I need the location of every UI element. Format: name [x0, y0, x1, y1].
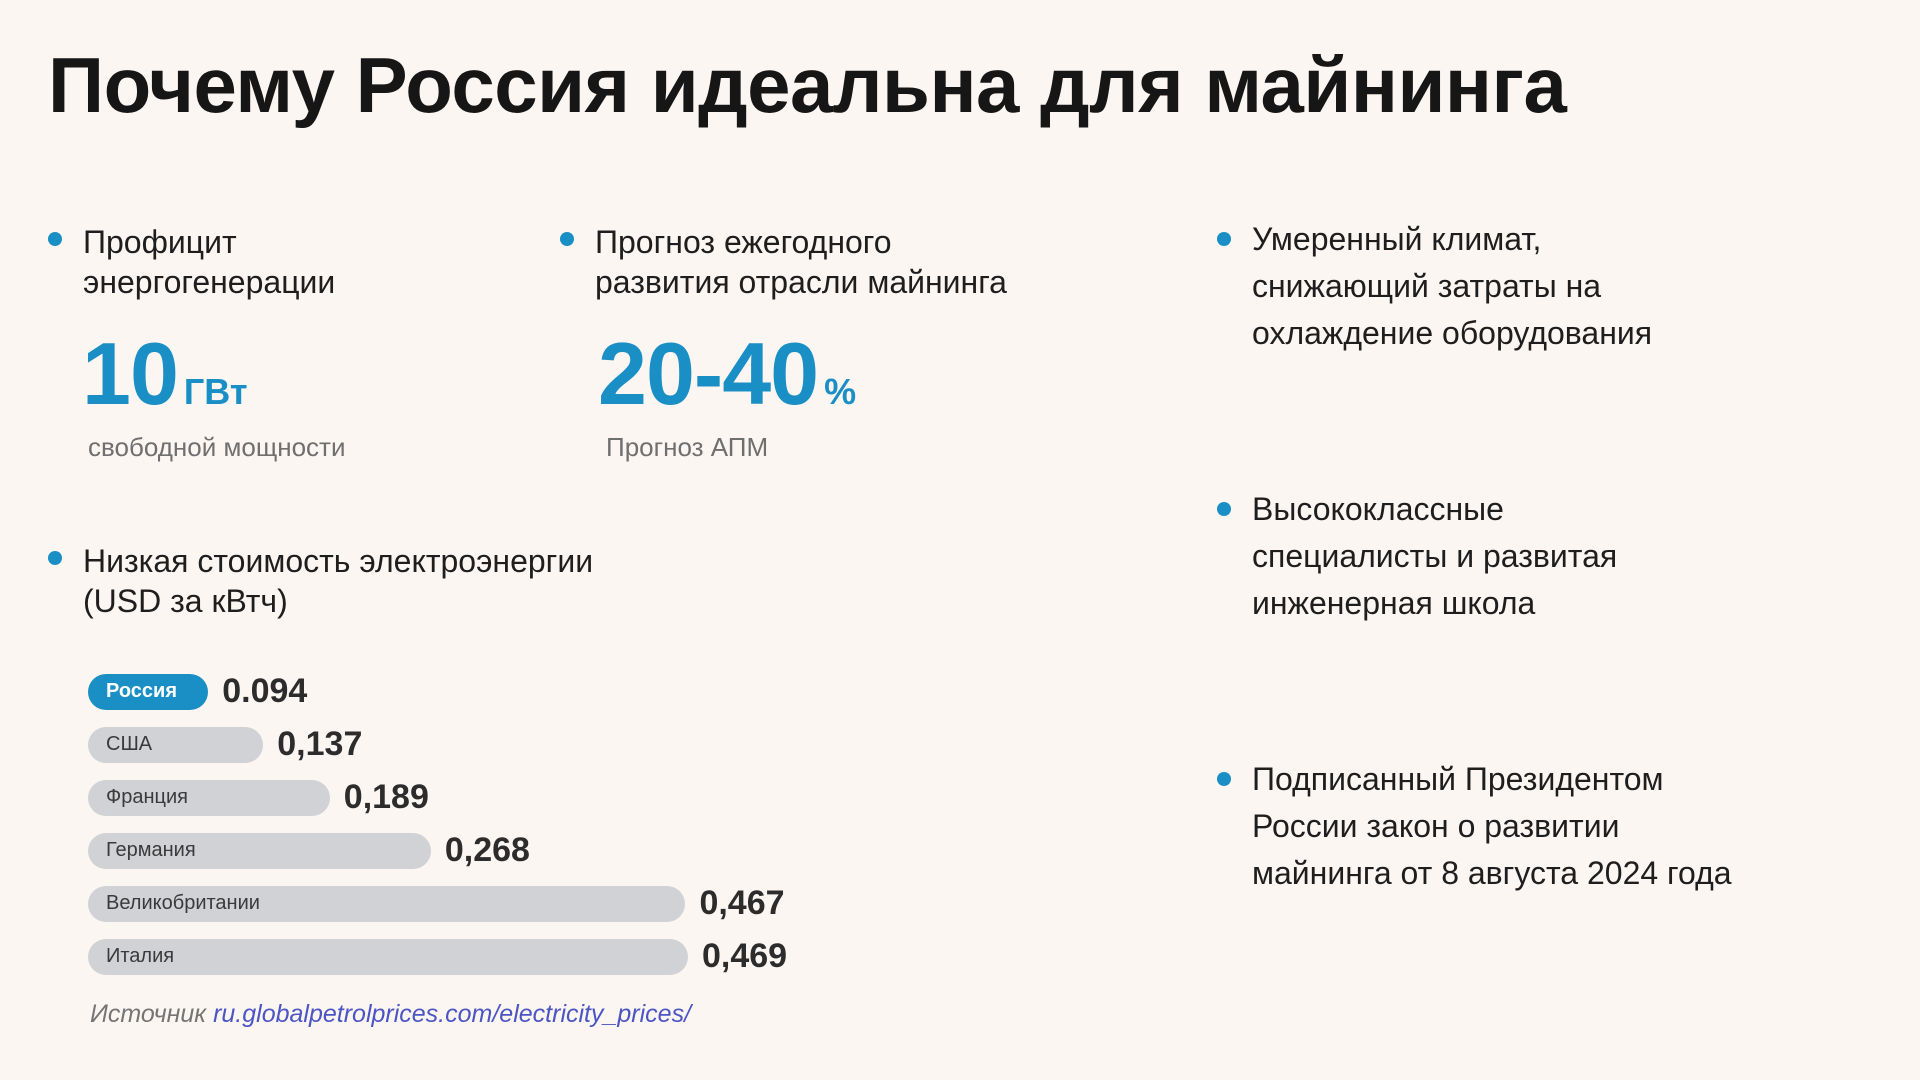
bar-5: Италия — [88, 938, 688, 975]
energy-surplus-label-line2: энергогенерации — [83, 264, 336, 300]
bar-3: Германия — [88, 832, 431, 869]
bar-category-label: Великобритании — [106, 892, 260, 914]
bar-value-label: 0.094 — [222, 672, 308, 710]
energy-surplus-value: 10 — [82, 324, 179, 423]
specialists-text: Высококлассные специалисты и развитая ин… — [1217, 486, 1617, 627]
forecast-value: 20-40 — [598, 324, 819, 423]
bar-value-label: 0,137 — [277, 725, 363, 763]
energy-surplus-label-line1: Профицит — [83, 224, 237, 260]
bar-1: США — [88, 726, 264, 763]
specialists-line2: специалисты и развитая — [1252, 538, 1618, 574]
forecast-caption: Прогноз АПМ — [606, 432, 769, 462]
bar-2: Франция — [88, 779, 330, 816]
bar-category-label: Италия — [106, 945, 175, 967]
bullet-specialists: Высококлассные специалисты и развитая ин… — [1217, 490, 1617, 627]
climate-line1: Умеренный климат, — [1252, 221, 1542, 257]
source-prefix: Источник — [90, 1000, 214, 1028]
bullet-forecast: Прогноз ежегодного развития отрасли майн… — [560, 222, 1007, 302]
bullet-dot — [48, 232, 62, 246]
bar-4: Великобритании — [88, 885, 686, 922]
cost-label-line1: Низкая стоимость электроэнергии — [83, 543, 594, 579]
bar-row: США 0,137 — [88, 718, 787, 771]
law-text: Подписанный Президентом России закон о р… — [1217, 756, 1732, 897]
bullet-climate: Умеренный климат, снижающий затраты на о… — [1217, 220, 1652, 357]
energy-surplus-label: Профицит энергогенерации — [48, 222, 335, 302]
electricity-cost-chart: Россия 0.094 США 0,137 Франция 0,189 Германия 0… — [88, 665, 787, 983]
bar-row: Великобритании 0,467 — [88, 877, 787, 930]
law-line1: Подписанный Президентом — [1252, 761, 1664, 797]
source-link[interactable]: ru.globalpetrolprices.com/electricity_pr… — [213, 1000, 692, 1028]
specialists-line3: инженерная школа — [1252, 585, 1536, 621]
bullet-dot — [48, 551, 62, 565]
forecast-label: Прогноз ежегодного развития отрасли майн… — [560, 222, 1007, 302]
bar-0: Россия — [88, 673, 209, 710]
forecast-label-line2: развития отрасли майнинга — [595, 264, 1007, 300]
bar-category-label: Россия — [106, 680, 178, 702]
bar-row: Россия 0.094 — [88, 665, 787, 718]
bar-value-label: 0,189 — [343, 778, 429, 816]
specialists-line1: Высококлассные — [1252, 491, 1504, 527]
bullet-energy-surplus: Профицит энергогенерации — [48, 222, 335, 302]
law-line2: России закон о развитии — [1252, 808, 1620, 844]
bar-row: Германия 0,268 — [88, 824, 787, 877]
bar-row: Франция 0,189 — [88, 771, 787, 824]
energy-surplus-caption: свободной мощности — [88, 432, 346, 462]
bullet-dot — [560, 232, 574, 246]
bar-value-label: 0,268 — [444, 831, 530, 869]
bar-value-label: 0,467 — [699, 884, 785, 922]
bar-category-label: Франция — [106, 786, 188, 808]
forecast-unit: % — [824, 371, 857, 412]
page-title: Почему Россия идеальна для майнинга — [48, 41, 1567, 129]
forecast-label-line1: Прогноз ежегодного — [595, 224, 892, 260]
cost-label: Низкая стоимость электроэнергии (USD за … — [48, 541, 593, 621]
law-line3: майнинга от 8 августа 2024 года — [1252, 855, 1732, 891]
bar-value-label: 0,469 — [702, 937, 788, 975]
climate-line2: снижающий затраты на — [1252, 268, 1602, 304]
bullet-dot — [1217, 232, 1231, 246]
climate-text: Умеренный климат, снижающий затраты на о… — [1217, 216, 1652, 357]
cost-label-line2: (USD за кВтч) — [83, 583, 288, 619]
bullet-cost: Низкая стоимость электроэнергии (USD за … — [48, 541, 593, 621]
forecast-stat: 20-40% — [598, 330, 856, 418]
energy-surplus-unit: ГВт — [183, 371, 248, 412]
climate-line3: охлаждение оборудования — [1252, 315, 1653, 351]
bar-category-label: США — [106, 733, 153, 755]
source-note: Источник ru.globalpetrolprices.com/elect… — [90, 1000, 691, 1029]
bar-row: Италия 0,469 — [88, 930, 787, 983]
bullet-dot — [1217, 502, 1231, 516]
bar-category-label: Германия — [106, 839, 196, 861]
energy-surplus-stat: 10 ГВт — [82, 330, 247, 418]
bullet-dot — [1217, 772, 1231, 786]
bullet-law: Подписанный Президентом России закон о р… — [1217, 760, 1732, 897]
